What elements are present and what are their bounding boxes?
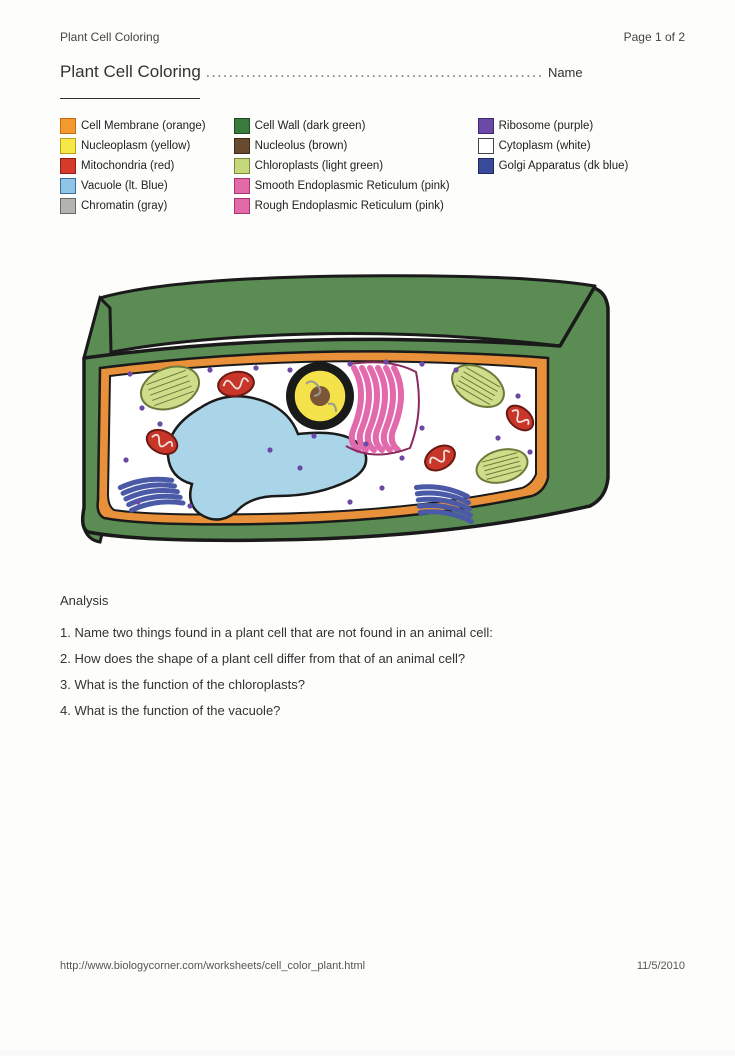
analysis-questions: 1. Name two things found in a plant cell… <box>60 620 685 724</box>
legend-item: Ribosome (purple) <box>478 118 629 134</box>
legend-item: Vacuole (lt. Blue) <box>60 178 206 194</box>
worksheet-page: Plant Cell Coloring Page 1 of 2 Plant Ce… <box>0 0 735 1050</box>
color-legend: Cell Membrane (orange) Nucleoplasm (yello… <box>60 118 685 214</box>
color-swatch <box>234 178 250 194</box>
footer-url: http://www.biologycorner.com/worksheets/… <box>60 960 365 972</box>
legend-label: Mitochondria (red) <box>81 160 174 172</box>
cell-svg <box>50 228 640 568</box>
analysis-section: Analysis 1. Name two things found in a p… <box>60 588 685 724</box>
legend-label: Ribosome (purple) <box>499 120 594 132</box>
color-swatch <box>60 118 76 134</box>
legend-item: Nucleolus (brown) <box>234 138 450 154</box>
color-swatch <box>478 138 494 154</box>
page-header: Plant Cell Coloring Page 1 of 2 <box>60 30 685 44</box>
legend-item: Cell Wall (dark green) <box>234 118 450 134</box>
color-swatch <box>60 138 76 154</box>
legend-column-3: Ribosome (purple) Cytoplasm (white) Golgi … <box>478 118 629 214</box>
legend-label: Vacuole (lt. Blue) <box>81 180 168 192</box>
name-blank <box>60 97 200 99</box>
color-swatch <box>60 158 76 174</box>
color-swatch <box>234 158 250 174</box>
legend-item: Chromatin (gray) <box>60 198 206 214</box>
legend-label: Cell Wall (dark green) <box>255 120 366 132</box>
header-title: Plant Cell Coloring <box>60 30 159 44</box>
legend-label: Rough Endoplasmic Reticulum (pink) <box>255 200 444 212</box>
page-footer: http://www.biologycorner.com/worksheets/… <box>60 960 685 972</box>
legend-label: Chromatin (gray) <box>81 200 167 212</box>
nucleus <box>286 362 354 430</box>
legend-item: Cytoplasm (white) <box>478 138 629 154</box>
legend-item: Nucleoplasm (yellow) <box>60 138 206 154</box>
legend-column-1: Cell Membrane (orange) Nucleoplasm (yello… <box>60 118 206 214</box>
legend-label: Cytoplasm (white) <box>499 140 591 152</box>
legend-column-2: Cell Wall (dark green) Nucleolus (brown) C… <box>234 118 450 214</box>
analysis-question: 2. How does the shape of a plant cell di… <box>60 646 685 672</box>
analysis-question: 4. What is the function of the vacuole? <box>60 698 685 724</box>
name-label: Name <box>548 65 583 80</box>
footer-date: 11/5/2010 <box>637 960 685 972</box>
legend-item: Mitochondria (red) <box>60 158 206 174</box>
color-swatch <box>60 198 76 214</box>
title-dots: ........................................… <box>206 62 544 81</box>
worksheet-title: Plant Cell Coloring <box>60 62 201 81</box>
legend-item: Rough Endoplasmic Reticulum (pink) <box>234 198 450 214</box>
legend-label: Nucleolus (brown) <box>255 140 348 152</box>
color-swatch <box>234 198 250 214</box>
cell-diagram <box>50 228 640 568</box>
legend-label: Nucleoplasm (yellow) <box>81 140 190 152</box>
legend-label: Golgi Apparatus (dk blue) <box>499 160 629 172</box>
color-swatch <box>234 138 250 154</box>
analysis-question: 1. Name two things found in a plant cell… <box>60 620 685 646</box>
legend-label: Smooth Endoplasmic Reticulum (pink) <box>255 180 450 192</box>
analysis-heading: Analysis <box>60 588 685 614</box>
color-swatch <box>60 178 76 194</box>
title-row: Plant Cell Coloring ....................… <box>60 62 685 102</box>
legend-label: Cell Membrane (orange) <box>81 120 206 132</box>
color-swatch <box>234 118 250 134</box>
page-number: Page 1 of 2 <box>624 30 685 44</box>
color-swatch <box>478 118 494 134</box>
analysis-question: 3. What is the function of the chloropla… <box>60 672 685 698</box>
legend-item: Cell Membrane (orange) <box>60 118 206 134</box>
legend-item: Smooth Endoplasmic Reticulum (pink) <box>234 178 450 194</box>
legend-item: Chloroplasts (light green) <box>234 158 450 174</box>
legend-label: Chloroplasts (light green) <box>255 160 383 172</box>
legend-item: Golgi Apparatus (dk blue) <box>478 158 629 174</box>
color-swatch <box>478 158 494 174</box>
